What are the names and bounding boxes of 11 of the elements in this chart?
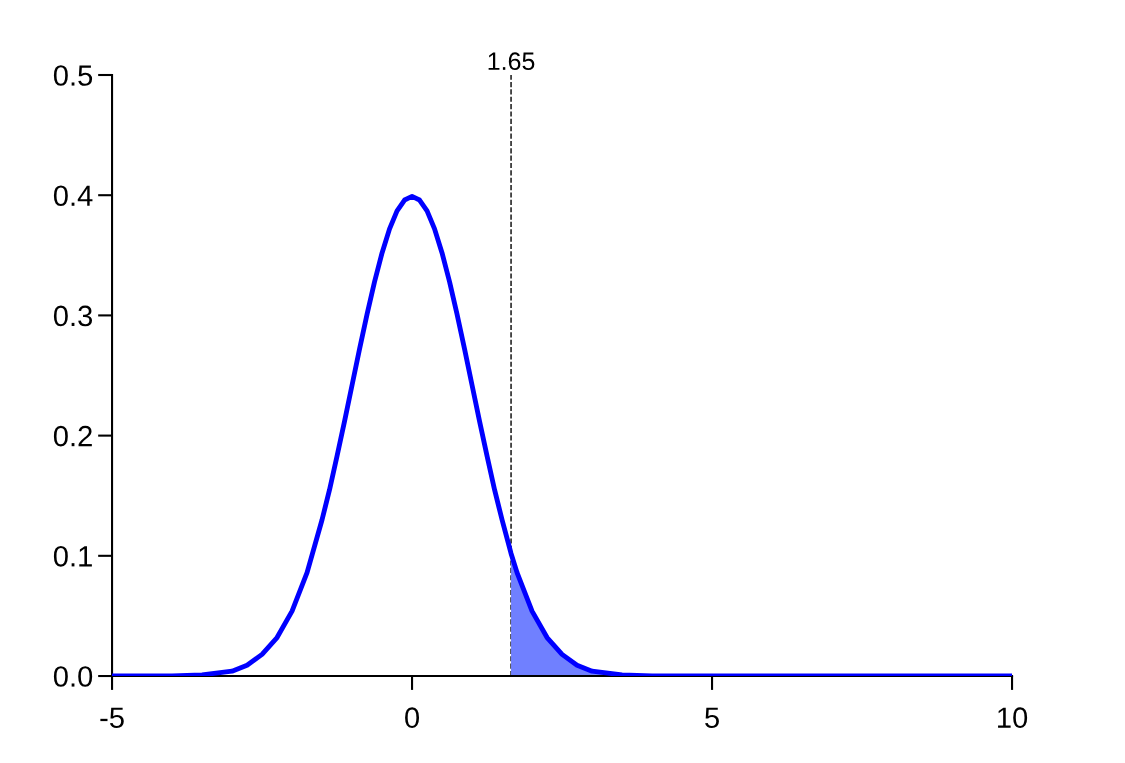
y-tick-label: 0.2 [53, 425, 92, 447]
x-tick-label: 0 [405, 707, 420, 728]
y-tick-label: 0.5 [53, 65, 93, 86]
y-tick-label: 0.4 [53, 185, 93, 207]
x-tick-label: 5 [705, 707, 719, 728]
x-tick-label: -5 [100, 707, 124, 728]
y-tick-label: 0.3 [53, 305, 93, 327]
x-tick-label: 10 [998, 707, 1028, 728]
y-tick-label: 0.0 [53, 666, 93, 687]
y-tick-label: 0.1 [53, 546, 92, 567]
ref-line-label: 1.65 [488, 52, 535, 71]
